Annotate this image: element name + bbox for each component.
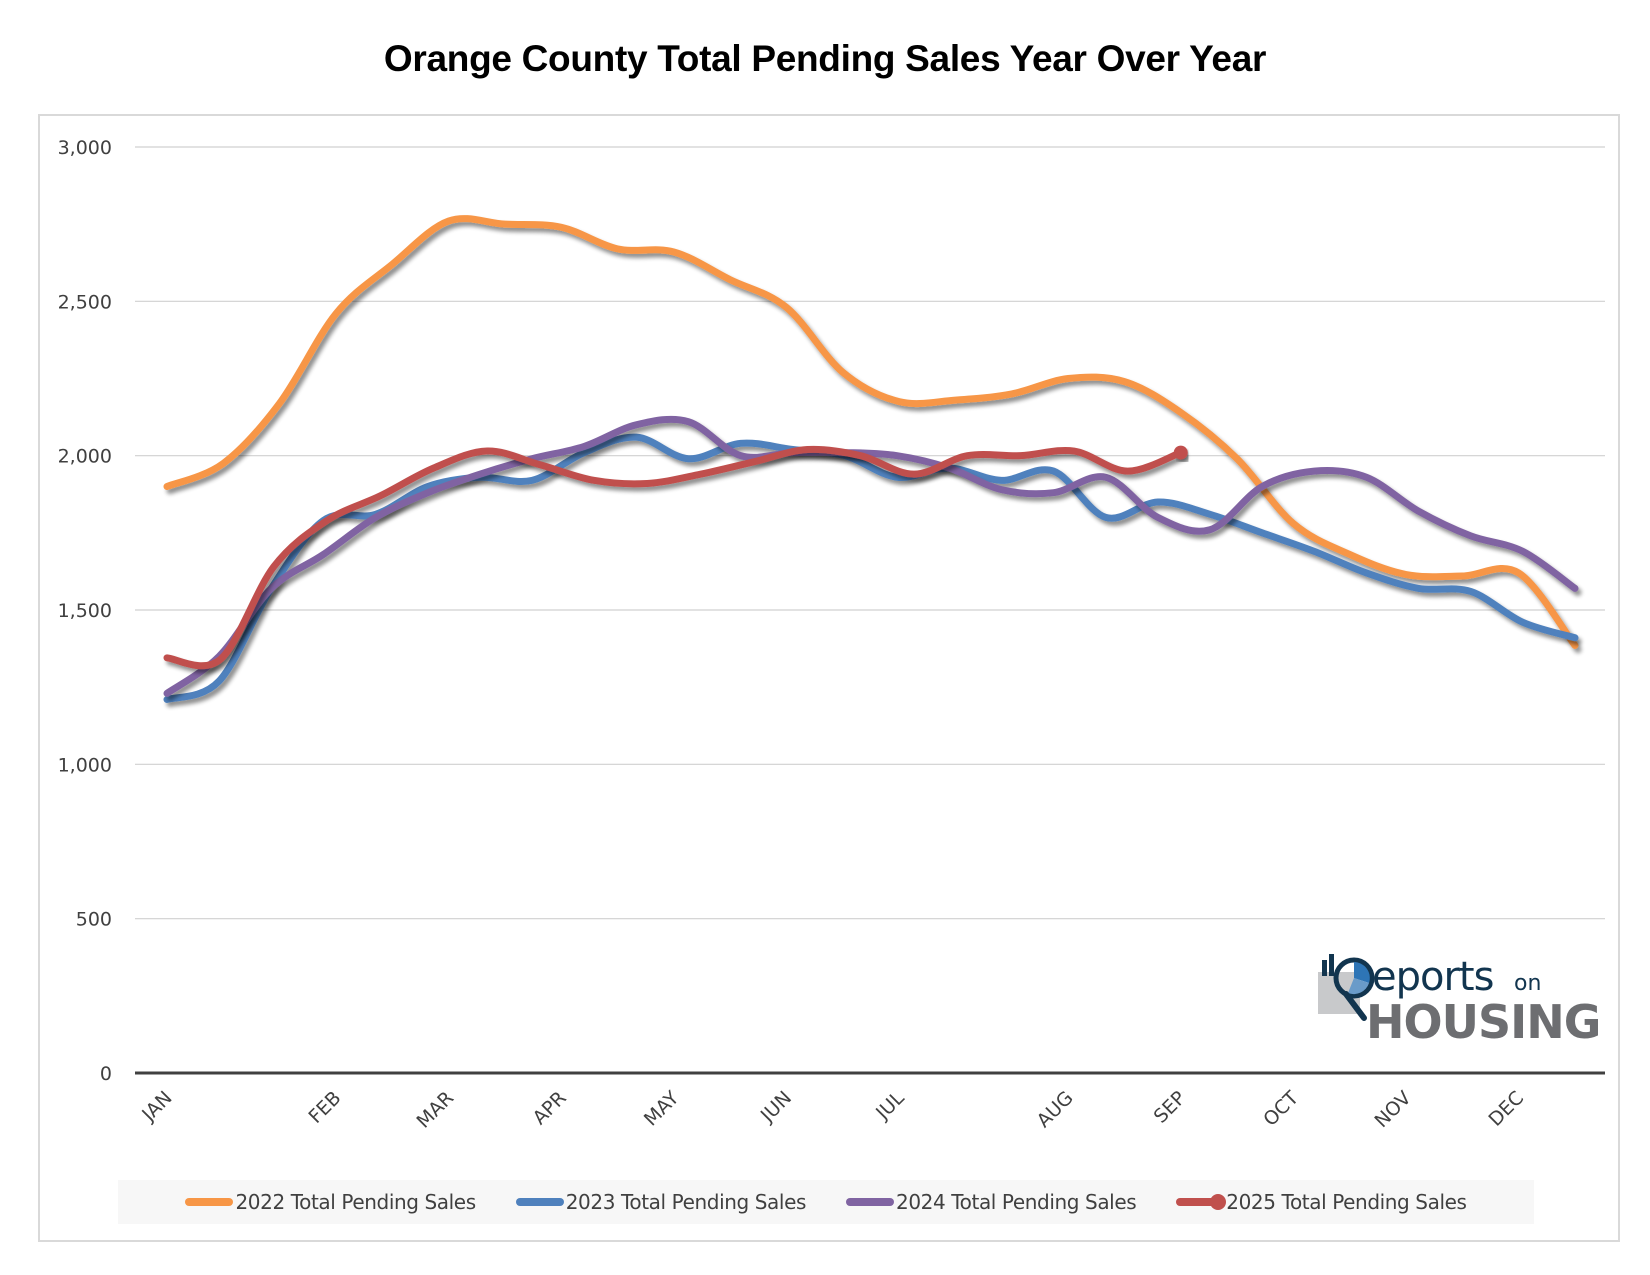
pie-slice-icon	[1348, 978, 1369, 995]
magnifier-icon	[1333, 957, 1375, 999]
legend-swatch-2025	[1176, 1194, 1227, 1210]
gridlines	[135, 146, 1605, 1075]
series-lines	[163, 215, 1579, 704]
x-tick-label: JAN	[137, 1087, 176, 1126]
legend-swatch-2024	[846, 1196, 894, 1208]
legend-item-2025[interactable]: 2025 Total Pending Sales	[1176, 1190, 1467, 1214]
x-tick-label: DEC	[1484, 1087, 1528, 1131]
x-tick-label: AUG	[1033, 1087, 1078, 1132]
y-tick-label: 500	[76, 909, 112, 931]
y-tick-label: 0	[100, 1063, 112, 1085]
legend-label: 2024 Total Pending Sales	[896, 1190, 1137, 1214]
y-tick-label: 1,500	[58, 600, 112, 622]
x-tick-label: APR	[529, 1087, 571, 1129]
logo-word-reports: eports	[1372, 954, 1493, 1000]
y-tick-label: 2,500	[58, 291, 112, 313]
y-axis-ticks: 0 500 1,000 1,500 2,000 2,500 3,000	[58, 137, 112, 1085]
x-tick-label: MAR	[412, 1087, 458, 1133]
y-tick-label: 3,000	[58, 137, 112, 159]
last-point-marker[interactable]	[1173, 445, 1188, 460]
logo-bar-icon	[1329, 954, 1334, 976]
chart-frame	[38, 114, 1620, 1242]
x-tick-label: SEP	[1150, 1087, 1191, 1128]
series-line-2025[interactable]	[163, 445, 1185, 670]
logo-word-housing: HOUSING	[1366, 995, 1598, 1049]
legend-swatch-2022	[185, 1196, 234, 1208]
legend-label: 2025 Total Pending Sales	[1226, 1190, 1467, 1214]
logo-bar-icon	[1322, 960, 1327, 976]
x-tick-label: JUL	[871, 1087, 909, 1125]
magnifier-handle-icon	[1343, 991, 1367, 1021]
x-tick-label: MAY	[640, 1087, 684, 1131]
y-tick-label: 2,000	[58, 446, 112, 468]
chart-title: Orange County Total Pending Sales Year O…	[383, 38, 1267, 79]
y-tick-label: 1,000	[58, 754, 112, 776]
x-tick-label: NOV	[1370, 1087, 1415, 1132]
x-tick-label: OCT	[1259, 1087, 1303, 1131]
pie-slice-icon	[1354, 962, 1370, 983]
legend-item-2022[interactable]: 2022 Total Pending Sales	[185, 1190, 476, 1214]
legend-swatch-2023	[515, 1196, 564, 1208]
logo-word-on: on	[1514, 971, 1541, 996]
legend-item-2023[interactable]: 2023 Total Pending Sales	[515, 1190, 807, 1214]
legend-label: 2023 Total Pending Sales	[565, 1190, 807, 1214]
series-2022	[163, 215, 1579, 649]
legend-item-2024[interactable]: 2024 Total Pending Sales	[846, 1190, 1137, 1214]
x-axis-ticks: JAN FEB MAR APR MAY JUN JUL AUG SEP OCT NOV DEC	[137, 1087, 1528, 1133]
series-2025	[163, 445, 1188, 670]
x-tick-label: FEB	[305, 1087, 346, 1128]
x-tick-label: JUN	[756, 1087, 796, 1127]
legend-label: 2022 Total Pending Sales	[235, 1190, 476, 1214]
logo-graphic: eports on HOUSING	[1318, 954, 1601, 1049]
reports-on-housing-logo: eports on HOUSING	[1318, 950, 1601, 1050]
series-line-2022[interactable]	[163, 215, 1579, 649]
chart-legend: 2022 Total Pending Sales 2023 Total Pend…	[118, 1180, 1534, 1224]
